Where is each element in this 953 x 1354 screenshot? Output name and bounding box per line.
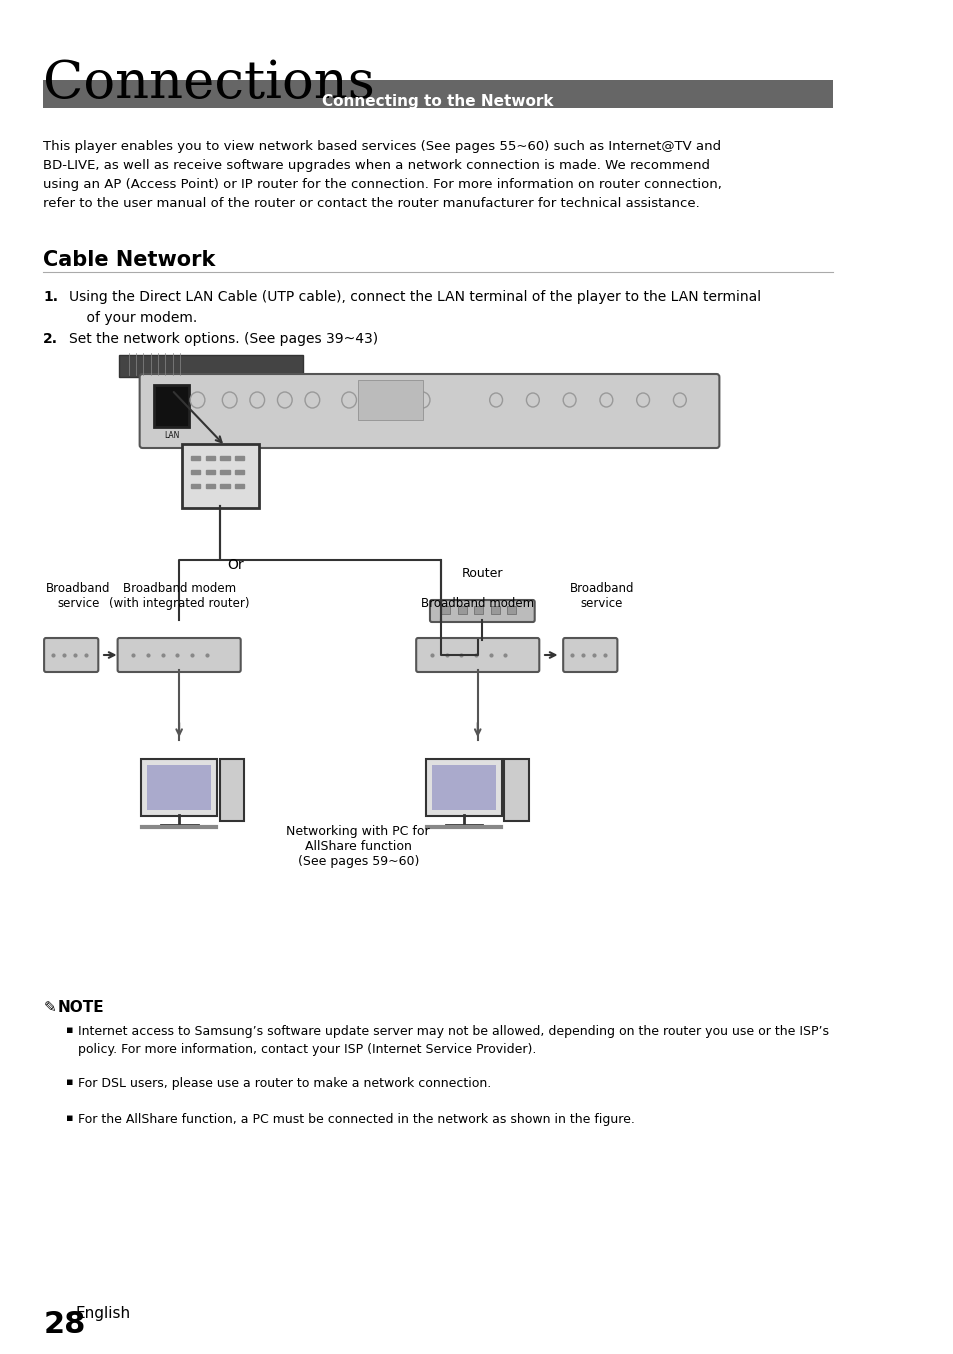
Text: ▪: ▪ (66, 1076, 73, 1087)
Text: Router: Router (461, 567, 502, 580)
FancyBboxPatch shape (182, 444, 259, 508)
Text: Internet access to Samsung’s software update server may not be allowed, dependin: Internet access to Samsung’s software up… (78, 1025, 828, 1056)
FancyBboxPatch shape (44, 638, 98, 672)
Bar (191, 470, 200, 474)
Bar (206, 456, 214, 460)
Text: 28: 28 (43, 1311, 86, 1339)
FancyBboxPatch shape (43, 80, 832, 108)
FancyBboxPatch shape (141, 760, 216, 816)
FancyBboxPatch shape (457, 607, 466, 613)
Text: Networking with PC for
AllShare function
(See pages 59~60): Networking with PC for AllShare function… (286, 825, 430, 868)
FancyBboxPatch shape (504, 760, 529, 821)
FancyBboxPatch shape (474, 607, 483, 613)
FancyBboxPatch shape (490, 607, 499, 613)
FancyBboxPatch shape (139, 374, 719, 448)
Bar (220, 456, 230, 460)
FancyBboxPatch shape (562, 638, 617, 672)
FancyBboxPatch shape (147, 765, 211, 810)
FancyBboxPatch shape (430, 600, 534, 621)
Text: This player enables you to view network based services (See pages 55~60) such as: This player enables you to view network … (43, 139, 721, 210)
FancyBboxPatch shape (154, 385, 189, 427)
Text: English: English (75, 1307, 131, 1322)
FancyBboxPatch shape (426, 760, 501, 816)
Text: For the AllShare function, a PC must be connected in the network as shown in the: For the AllShare function, a PC must be … (78, 1113, 635, 1127)
Bar (191, 483, 200, 487)
Text: LAN: LAN (164, 431, 179, 440)
Bar (235, 456, 244, 460)
FancyBboxPatch shape (432, 765, 496, 810)
Bar (235, 470, 244, 474)
Text: Using the Direct LAN Cable (UTP cable), connect the LAN terminal of the player t: Using the Direct LAN Cable (UTP cable), … (69, 290, 760, 325)
Bar (206, 483, 214, 487)
Text: ✎: ✎ (43, 1001, 56, 1016)
Text: Connecting to the Network: Connecting to the Network (322, 93, 554, 110)
Bar (220, 470, 230, 474)
Text: NOTE: NOTE (58, 1001, 105, 1016)
Text: ▪: ▪ (66, 1025, 73, 1034)
Text: Connections: Connections (43, 58, 375, 110)
FancyBboxPatch shape (117, 638, 240, 672)
Text: Broadband modem: Broadband modem (420, 597, 534, 611)
FancyBboxPatch shape (358, 380, 422, 420)
Text: Broadband modem
(with integrated router): Broadband modem (with integrated router) (109, 582, 249, 611)
Text: For DSL users, please use a router to make a network connection.: For DSL users, please use a router to ma… (78, 1076, 491, 1090)
Text: Cable Network: Cable Network (43, 250, 215, 269)
Text: Broadband
service: Broadband service (569, 582, 634, 611)
FancyBboxPatch shape (416, 638, 538, 672)
Bar (235, 483, 244, 487)
Text: ▪: ▪ (66, 1113, 73, 1122)
Bar (191, 456, 200, 460)
Bar (206, 470, 214, 474)
FancyBboxPatch shape (119, 355, 303, 376)
Bar (220, 483, 230, 487)
FancyBboxPatch shape (440, 607, 450, 613)
Text: Set the network options. (See pages 39~43): Set the network options. (See pages 39~4… (69, 332, 377, 347)
FancyBboxPatch shape (507, 607, 516, 613)
Text: 1.: 1. (43, 290, 58, 305)
FancyBboxPatch shape (219, 760, 244, 821)
Text: Or: Or (227, 558, 243, 571)
Text: Broadband
service: Broadband service (46, 582, 111, 611)
Text: 2.: 2. (43, 332, 58, 347)
